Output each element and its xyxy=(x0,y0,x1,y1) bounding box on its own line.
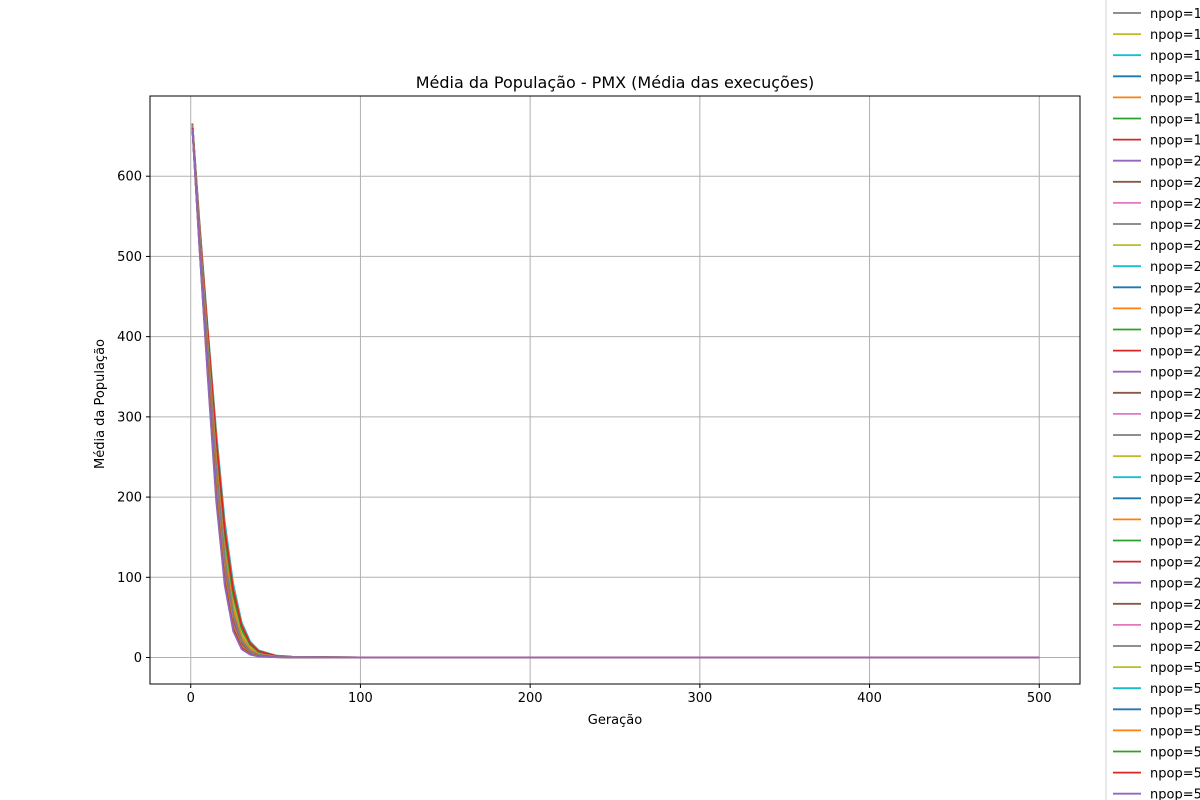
legend-entry: npop=5 xyxy=(1150,661,1200,676)
x-tick-label: 300 xyxy=(687,691,712,706)
series-line xyxy=(191,128,1040,659)
legend-entry: npop=5 xyxy=(1150,724,1200,739)
y-tick-label: 200 xyxy=(117,491,142,506)
legend-entry: npop=2 xyxy=(1150,345,1200,360)
legend-entry: npop=5 xyxy=(1150,788,1200,800)
legend-entry: npop=2 xyxy=(1150,366,1200,381)
legend-entry: npop=2 xyxy=(1150,302,1200,317)
x-axis-label: Geração xyxy=(588,713,642,728)
y-tick-label: 600 xyxy=(117,170,142,185)
legend-entry: npop=2 xyxy=(1150,471,1200,486)
x-tick-label: 400 xyxy=(857,691,882,706)
x-tick-label: 100 xyxy=(348,691,373,706)
legend-entry: npop=2 xyxy=(1150,155,1200,170)
legend-entry: npop=2 xyxy=(1150,619,1200,634)
legend-entry: npop=1 xyxy=(1150,49,1200,64)
legend-entry: npop=1 xyxy=(1150,7,1200,22)
legend-entry: npop=2 xyxy=(1150,281,1200,296)
legend-entry: npop=2 xyxy=(1150,450,1200,465)
legend-entry: npop=5 xyxy=(1150,746,1200,761)
y-tick-label: 100 xyxy=(117,571,142,586)
legend: npop=1 npop=1 npop=1 npop=1 npop=1 npop=1 npop… xyxy=(1105,0,1200,800)
y-tick-label: 300 xyxy=(117,410,142,425)
x-axis-ticks: 0 100 200 300 400 500 xyxy=(187,684,1052,706)
legend-entry: npop=2 xyxy=(1150,260,1200,275)
x-tick-label: 0 xyxy=(187,691,195,706)
grid-lines xyxy=(150,96,1080,684)
legend-entry: npop=5 xyxy=(1150,703,1200,718)
legend-entry: npop=2 xyxy=(1150,218,1200,233)
legend-entry: npop=2 xyxy=(1150,176,1200,191)
legend-entry: npop=1 xyxy=(1150,70,1200,85)
legend-entry: npop=2 xyxy=(1150,324,1200,339)
y-tick-label: 400 xyxy=(117,330,142,345)
y-tick-label: 0 xyxy=(134,651,142,666)
chart-title: Média da População - PMX (Média das exec… xyxy=(416,73,815,92)
legend-entry: npop=2 xyxy=(1150,429,1200,444)
legend-entry: npop=2 xyxy=(1150,197,1200,212)
legend-entry: npop=2 xyxy=(1150,535,1200,550)
y-tick-label: 500 xyxy=(117,250,142,265)
legend-entry: npop=5 xyxy=(1150,682,1200,697)
legend-entry: npop=2 xyxy=(1150,598,1200,613)
legend-entry: npop=2 xyxy=(1150,387,1200,402)
legend-entry: npop=2 xyxy=(1150,640,1200,655)
y-axis-ticks: 0 100 200 300 400 500 600 xyxy=(117,170,150,666)
legend-entry: npop=1 xyxy=(1150,134,1200,149)
legend-entry: npop=1 xyxy=(1150,28,1200,43)
y-axis-label: Média da População xyxy=(93,339,108,469)
x-tick-label: 200 xyxy=(518,691,543,706)
legend-entry: npop=2 xyxy=(1150,556,1200,571)
legend-entry: npop=1 xyxy=(1150,91,1200,106)
x-tick-label: 500 xyxy=(1027,691,1052,706)
legend-entry: npop=2 xyxy=(1150,239,1200,254)
legend-entry: npop=2 xyxy=(1150,408,1200,423)
legend-entry: npop=2 xyxy=(1150,577,1200,592)
legend-entry: npop=5 xyxy=(1150,767,1200,782)
axes-frame xyxy=(149,95,1081,685)
legend-entry: npop=1 xyxy=(1150,113,1200,128)
legend-entry: npop=2 xyxy=(1150,513,1200,528)
legend-entry: npop=2 xyxy=(1150,492,1200,507)
series-lines xyxy=(191,123,1040,659)
